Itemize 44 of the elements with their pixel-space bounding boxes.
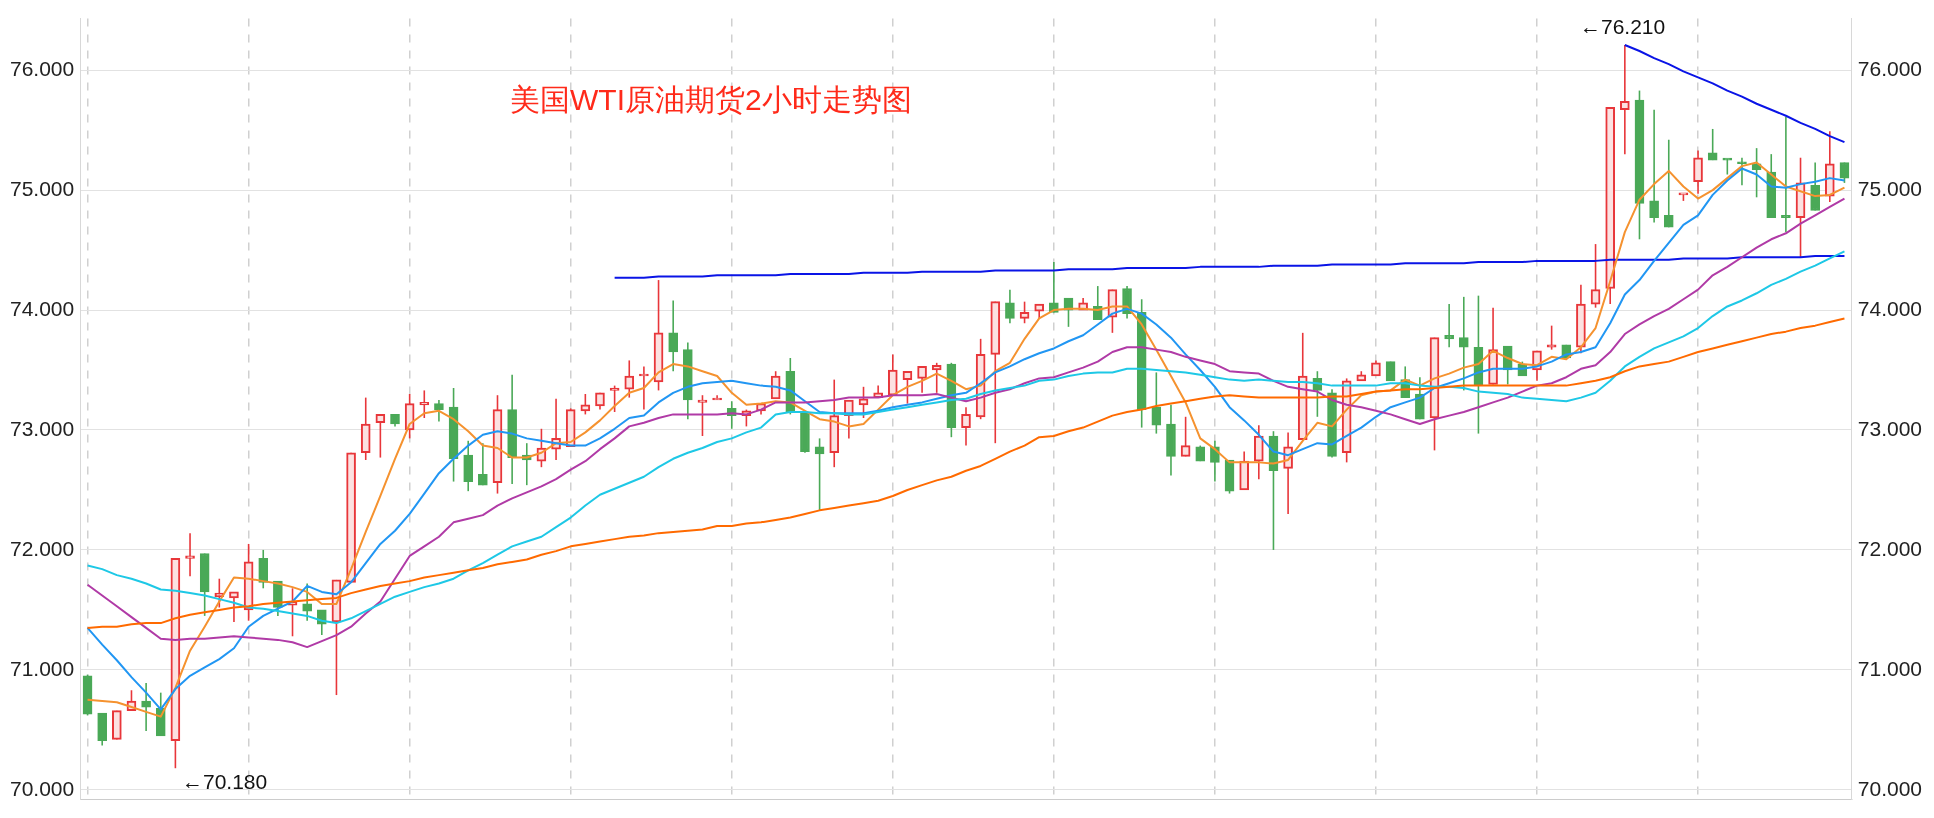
candlestick bbox=[1019, 300, 1030, 325]
y-tick-label: 72.000 bbox=[10, 536, 75, 560]
y-tick-label: 71.000 bbox=[10, 656, 75, 680]
candlestick bbox=[434, 399, 444, 423]
annotation: ←76.210 bbox=[1580, 15, 1666, 39]
candlestick bbox=[1693, 149, 1703, 195]
candlestick bbox=[580, 393, 591, 416]
candlestick bbox=[609, 384, 620, 413]
y-tick-label: 70.000 bbox=[10, 776, 75, 800]
candlestick bbox=[1781, 116, 1791, 233]
candlestick bbox=[1151, 371, 1162, 435]
candlestick bbox=[624, 359, 635, 399]
candlestick bbox=[917, 365, 927, 394]
y-tick-label: 74.000 bbox=[10, 296, 75, 320]
candlestick bbox=[478, 442, 488, 486]
y2-tick-label: 75.000 bbox=[1857, 176, 1922, 200]
y-tick-label: 75.000 bbox=[10, 176, 75, 200]
candlestick bbox=[1620, 44, 1630, 155]
candlestick bbox=[258, 549, 269, 590]
candlestick bbox=[463, 439, 474, 492]
candlestick bbox=[887, 353, 898, 397]
candlestick bbox=[668, 299, 679, 373]
y-tick-label: 76.000 bbox=[10, 56, 75, 80]
candlestick bbox=[1253, 424, 1264, 480]
candlestick bbox=[961, 406, 971, 447]
candlestick bbox=[1663, 138, 1674, 229]
candlestick bbox=[419, 389, 430, 419]
y2-tick-label: 72.000 bbox=[1857, 536, 1922, 560]
candlestick bbox=[1458, 296, 1469, 392]
y2-tick-label: 70.000 bbox=[1857, 776, 1922, 800]
candlestick bbox=[1649, 108, 1659, 224]
y-tick-label: 73.000 bbox=[10, 416, 75, 440]
candlestick bbox=[858, 386, 869, 419]
y2-tick-label: 71.000 bbox=[1857, 656, 1922, 680]
candlestick bbox=[1737, 156, 1747, 187]
annotation: ←70.180 bbox=[182, 770, 268, 794]
y2-tick-label: 74.000 bbox=[1857, 296, 1922, 320]
candlestick bbox=[697, 394, 708, 437]
candlestick bbox=[814, 437, 825, 512]
candlestick bbox=[1180, 416, 1191, 458]
y2-tick-label: 76.000 bbox=[1857, 56, 1922, 80]
candlestick bbox=[1005, 288, 1015, 325]
text: 美国WTI原油期货2小时走势图 bbox=[510, 82, 912, 118]
y2-tick-label: 73.000 bbox=[1857, 416, 1922, 440]
